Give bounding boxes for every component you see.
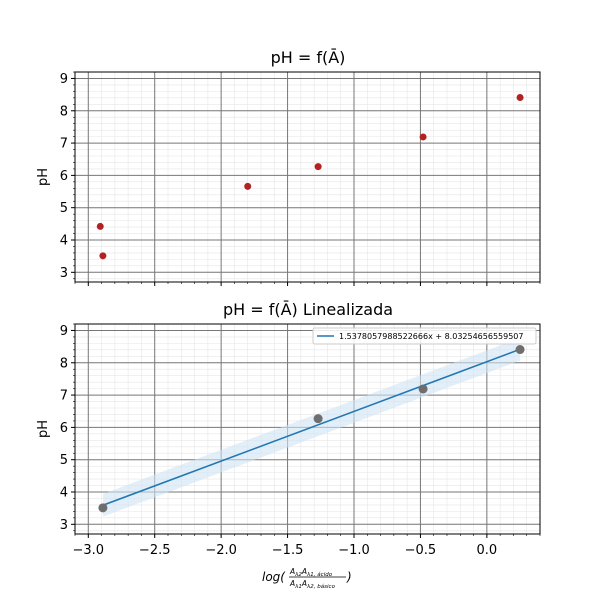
x-tick-label: −3.0: [72, 543, 104, 558]
data-point: [313, 414, 323, 424]
svg-text:Aλ2Aλ1, ácido: Aλ2Aλ1, ácido: [289, 567, 333, 578]
x-tick-label: −0.5: [405, 543, 437, 558]
svg-text:log(: log(: [262, 570, 286, 584]
y-tick-label: 4: [60, 486, 68, 501]
legend-label: 1.5378057988522666x + 8.03254656559507: [339, 332, 523, 341]
panel-bottom: pH = f(Ā) Linealizada −3.0 −2.5 −2.0 −1.5 −1…: [36, 300, 541, 590]
bottom-ylabel: pH: [36, 420, 51, 438]
top-axes-frame: [74, 71, 541, 283]
bottom-axes-frame: [74, 323, 541, 535]
y-tick-label: 6: [60, 421, 68, 436]
y-tick-label: 8: [60, 356, 68, 371]
bottom-title: pH = f(Ā) Linealizada: [223, 300, 393, 319]
top-ylabel: pH: [36, 168, 51, 186]
y-tick-label: 7: [60, 137, 68, 152]
fit-line-path: [102, 348, 521, 507]
data-point: [314, 163, 322, 171]
y-tick-label: 9: [60, 72, 68, 87]
bottom-xlabel: log( Aλ2Aλ1, ácido Aλ1Aλ2, básico ): [262, 567, 352, 590]
top-points: [96, 94, 524, 260]
y-tick-label: 5: [60, 201, 68, 216]
x-tick-label: −2.5: [139, 543, 171, 558]
y-tick-label: 3: [60, 518, 68, 533]
data-point: [98, 503, 108, 513]
data-point: [419, 133, 427, 141]
y-tick-label: 5: [60, 453, 68, 468]
bottom-ticks: −3.0 −2.5 −2.0 −1.5 −1.0 −0.5 0.0 3 4 5 6 7 8 9: [60, 323, 541, 558]
data-point: [418, 384, 428, 394]
fit-line: [102, 348, 521, 507]
panel-top: pH = f(Ā) 3 4 5 6 7 8 9 pH: [36, 48, 541, 286]
y-tick-label: 4: [60, 234, 68, 249]
x-tick-label: 0.0: [477, 543, 498, 558]
legend-box: [312, 327, 537, 345]
y-tick-label: 8: [60, 104, 68, 119]
top-title: pH = f(Ā): [271, 48, 346, 67]
x-tick-label: −2.0: [205, 543, 237, 558]
svg-text:): ): [346, 570, 352, 584]
svg-text:Aλ1Aλ2, básico: Aλ1Aλ2, básico: [289, 579, 336, 590]
y-tick-label: 3: [60, 266, 68, 281]
bottom-points: [98, 345, 525, 513]
x-tick-label: −1.5: [272, 543, 304, 558]
data-point: [516, 94, 524, 102]
top-grid-minor: [74, 71, 541, 282]
data-point: [515, 345, 525, 355]
x-tick-label: −1.0: [338, 543, 370, 558]
data-point: [244, 182, 252, 190]
data-point: [99, 252, 107, 260]
y-tick-label: 6: [60, 169, 68, 184]
top-grid-major: [75, 72, 540, 282]
legend: 1.5378057988522666x + 8.03254656559507: [312, 327, 537, 345]
y-tick-label: 9: [60, 324, 68, 339]
y-tick-label: 7: [60, 389, 68, 404]
top-ticks: 3 4 5 6 7 8 9: [60, 71, 541, 286]
data-point: [96, 222, 104, 230]
